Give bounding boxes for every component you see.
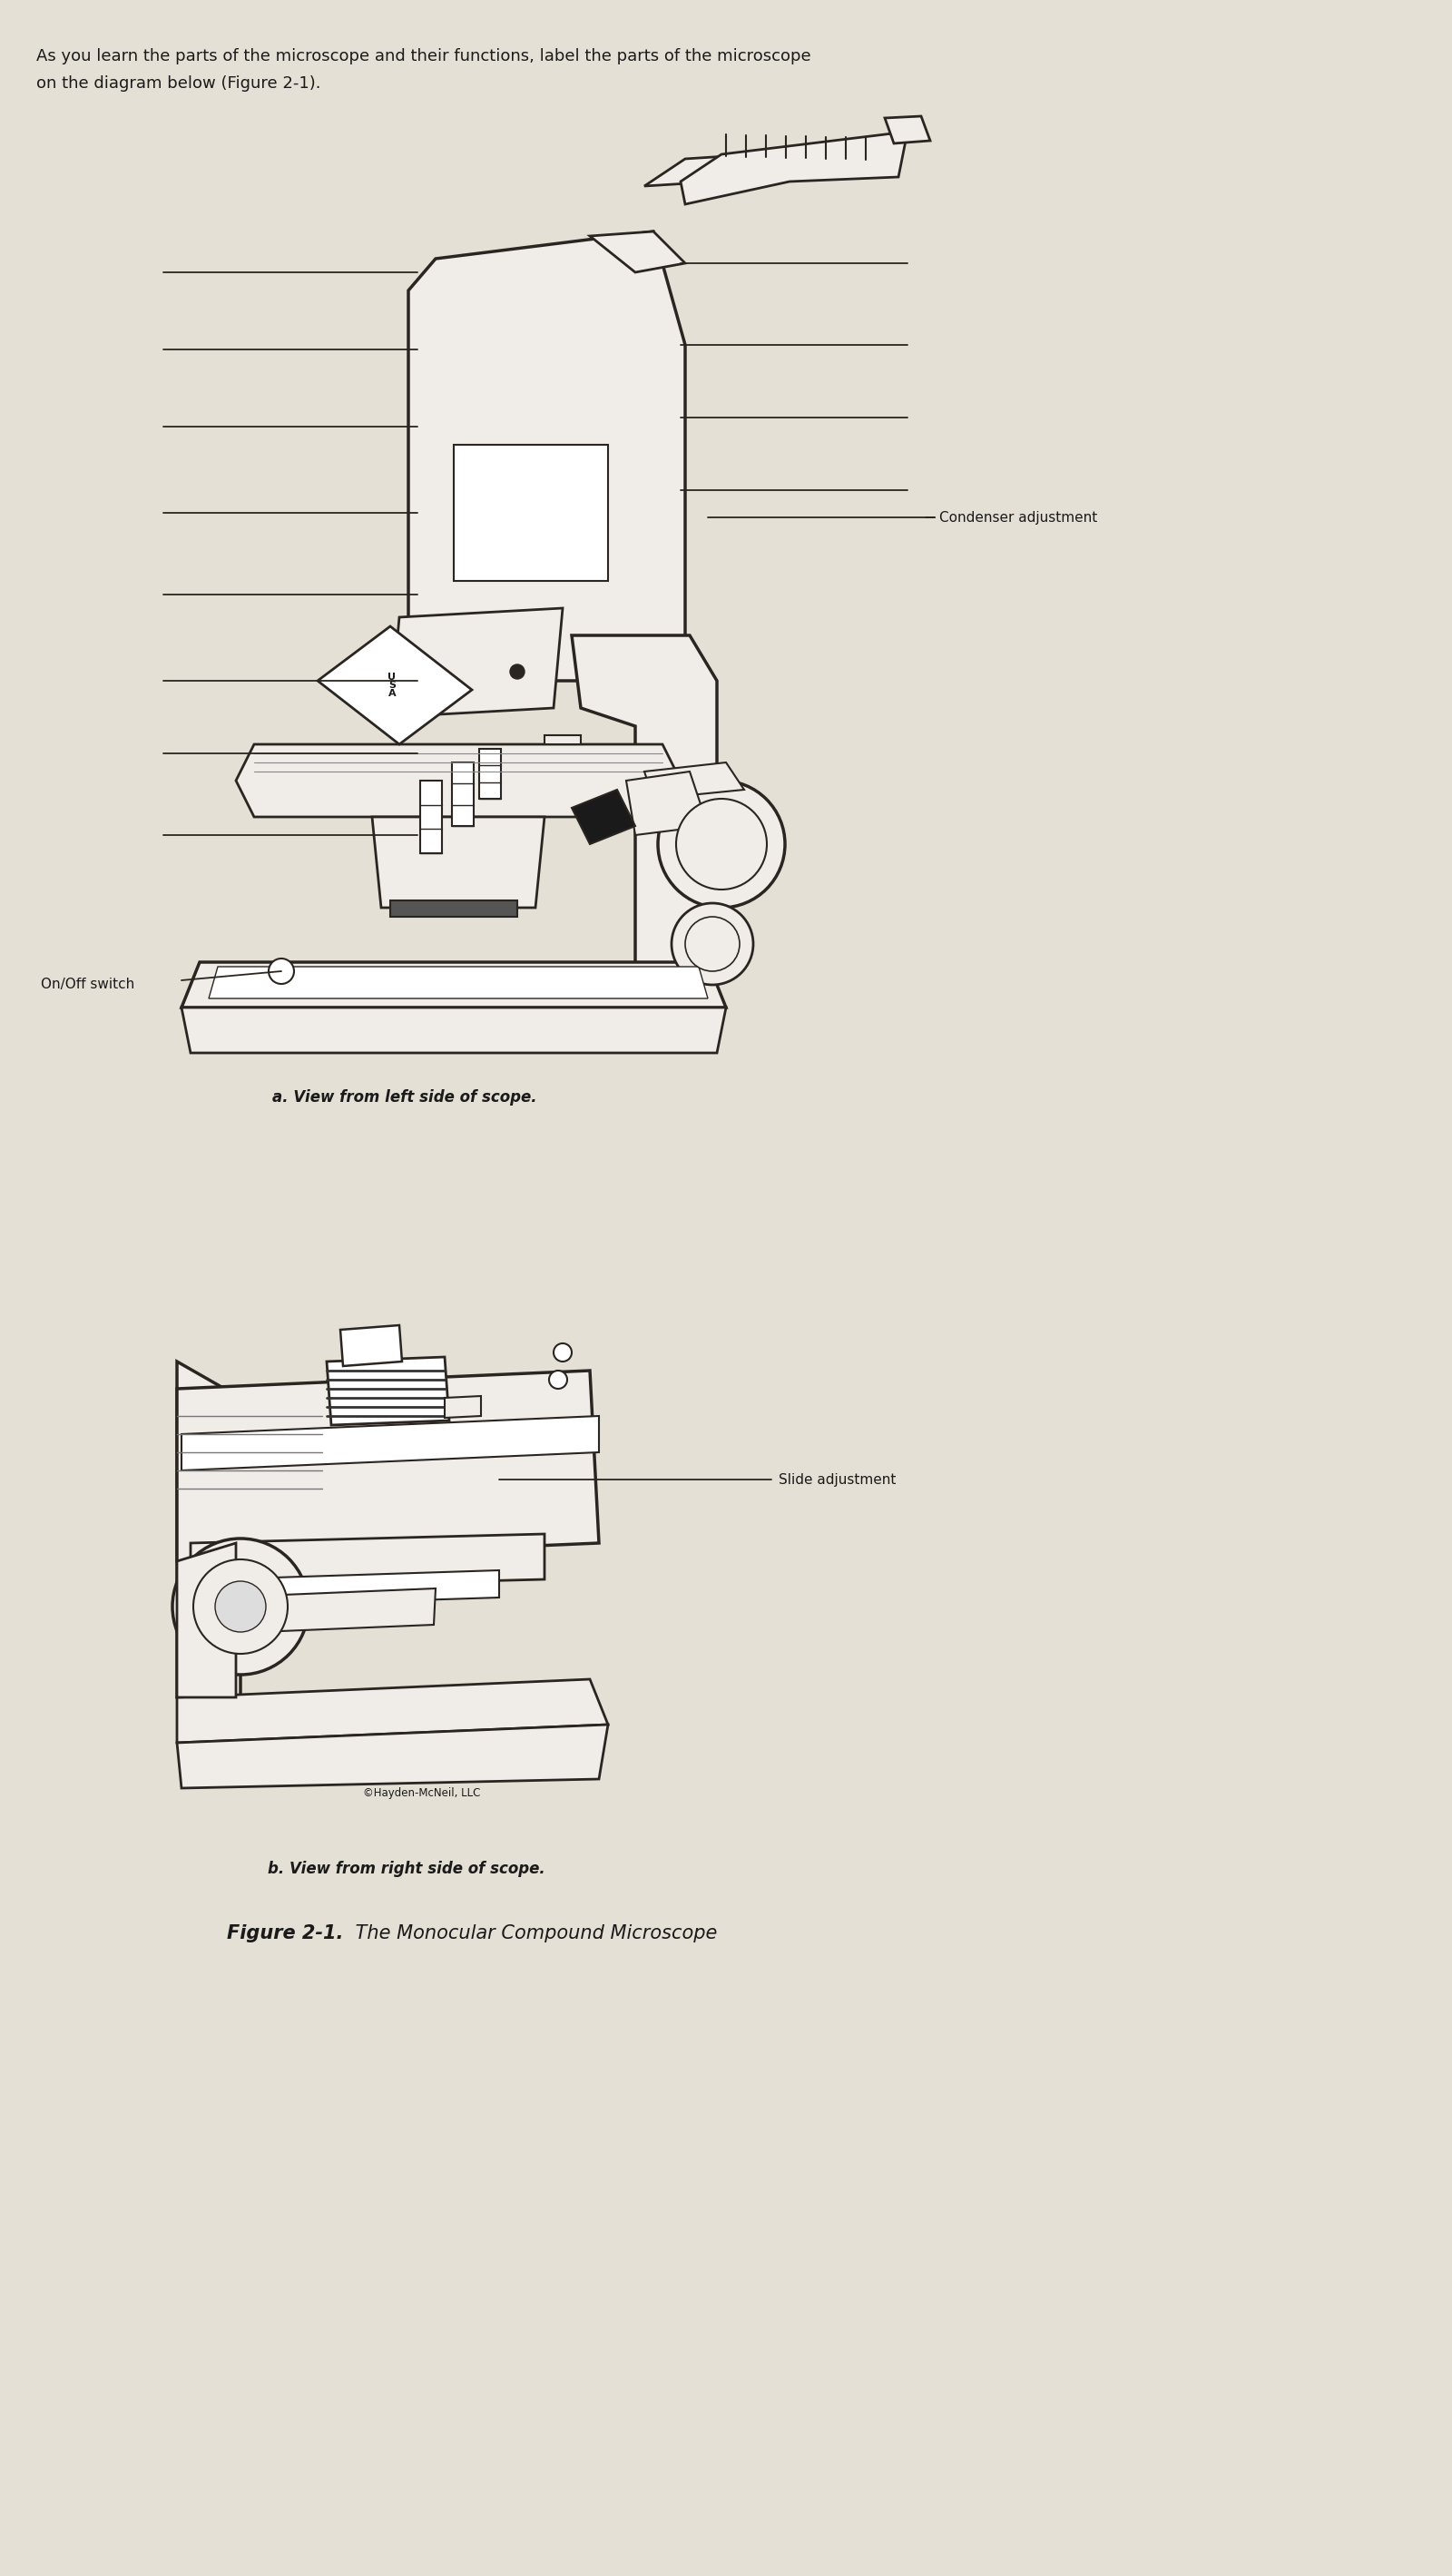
- Circle shape: [677, 799, 767, 889]
- Circle shape: [671, 904, 754, 984]
- Polygon shape: [408, 232, 685, 680]
- Bar: [453, 446, 608, 582]
- Circle shape: [658, 781, 786, 907]
- Polygon shape: [182, 1417, 600, 1471]
- Polygon shape: [216, 1589, 436, 1633]
- Polygon shape: [318, 626, 472, 744]
- Text: Condenser adjustment: Condenser adjustment: [939, 510, 1098, 523]
- Polygon shape: [327, 1358, 449, 1425]
- Bar: [479, 750, 501, 799]
- Text: U
S
A: U S A: [388, 672, 396, 698]
- Polygon shape: [177, 1543, 235, 1698]
- Bar: [391, 902, 517, 917]
- Circle shape: [510, 665, 524, 680]
- Polygon shape: [645, 149, 826, 185]
- Text: Figure 2-1.: Figure 2-1.: [227, 1924, 343, 1942]
- Circle shape: [173, 1538, 308, 1674]
- Polygon shape: [372, 817, 544, 907]
- Text: on the diagram below (Figure 2-1).: on the diagram below (Figure 2-1).: [36, 75, 321, 93]
- Text: On/Off switch: On/Off switch: [41, 979, 135, 992]
- Polygon shape: [681, 131, 908, 204]
- Polygon shape: [190, 1533, 544, 1589]
- Polygon shape: [572, 791, 636, 845]
- Polygon shape: [177, 1680, 608, 1744]
- Text: ©Hayden-McNeil, LLC: ©Hayden-McNeil, LLC: [363, 1788, 481, 1798]
- Polygon shape: [645, 762, 743, 799]
- Polygon shape: [218, 1571, 499, 1607]
- Polygon shape: [209, 966, 709, 999]
- Polygon shape: [884, 116, 931, 144]
- Circle shape: [215, 1582, 266, 1633]
- Polygon shape: [235, 744, 681, 817]
- Polygon shape: [182, 1007, 726, 1054]
- Polygon shape: [572, 636, 717, 999]
- Text: As you learn the parts of the microscope and their functions, label the parts of: As you learn the parts of the microscope…: [36, 49, 812, 64]
- Polygon shape: [626, 773, 709, 835]
- Text: The Monocular Compound Microscope: The Monocular Compound Microscope: [350, 1924, 717, 1942]
- Bar: [420, 781, 441, 853]
- Polygon shape: [182, 963, 726, 1007]
- Polygon shape: [177, 1363, 241, 1716]
- Polygon shape: [391, 608, 563, 716]
- Polygon shape: [444, 1396, 481, 1417]
- Text: Slide adjustment: Slide adjustment: [778, 1473, 896, 1486]
- Polygon shape: [177, 1723, 608, 1788]
- Circle shape: [193, 1558, 287, 1654]
- Text: b. View from right side of scope.: b. View from right side of scope.: [267, 1860, 544, 1878]
- Polygon shape: [544, 734, 581, 744]
- Bar: [452, 762, 473, 827]
- Circle shape: [269, 958, 293, 984]
- Circle shape: [685, 917, 739, 971]
- Circle shape: [553, 1342, 572, 1363]
- Circle shape: [549, 1370, 568, 1388]
- Polygon shape: [177, 1370, 600, 1561]
- Polygon shape: [590, 232, 685, 273]
- Text: a. View from left side of scope.: a. View from left side of scope.: [273, 1090, 537, 1105]
- Polygon shape: [340, 1324, 402, 1365]
